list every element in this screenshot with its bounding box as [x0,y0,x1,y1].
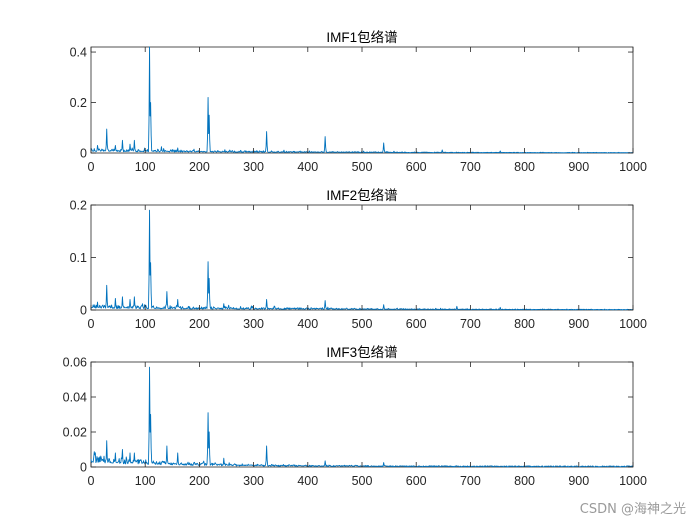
y-tick-label: 0.1 [70,251,87,265]
x-tick-label: 100 [135,160,156,174]
panel-title: IMF3包络谱 [326,345,397,360]
x-tick-label: 100 [135,474,156,488]
x-tick-label: 1000 [619,474,647,488]
x-tick-label: 1000 [619,317,647,331]
x-tick-label: 800 [514,160,535,174]
y-tick-label: 0.04 [63,391,87,405]
y-tick-label: 0.06 [63,356,87,370]
chart-panel-imf2: 0 100 200 300 400 500 600 700 800 900 1000 0 0.1 0.2 I… [70,188,647,331]
x-tick-label: 800 [514,317,535,331]
x-tick-label: 500 [352,474,373,488]
x-tick-label: 0 [88,160,95,174]
x-tick-label: 0 [88,317,95,331]
x-tick-label: 300 [243,317,264,331]
axes-frame [90,204,634,311]
x-tick-label: 500 [352,160,373,174]
x-tick-label: 300 [243,474,264,488]
y-tick-label: 0 [80,304,87,318]
x-tick-label: 0 [88,474,95,488]
y-tick-label: 0 [80,461,87,475]
x-tick-label: 700 [460,160,481,174]
x-tick-label: 900 [568,474,589,488]
x-tick-label: 900 [568,160,589,174]
x-tick-label: 400 [297,160,318,174]
x-tick-label: 700 [460,317,481,331]
axes-frame [90,361,634,468]
x-tick-label: 400 [297,474,318,488]
y-tick-label: 0 [80,147,87,161]
y-tick-label: 0.4 [70,46,87,60]
x-tick-label: 200 [189,160,210,174]
y-tick-label: 0.2 [70,96,87,110]
x-tick-label: 900 [568,317,589,331]
x-tick-label: 100 [135,317,156,331]
x-tick-label: 600 [406,474,427,488]
x-tick-label: 300 [243,160,264,174]
panel-title: IMF2包络谱 [326,188,397,203]
x-tick-label: 400 [297,317,318,331]
y-tick-label: 0.02 [63,426,87,440]
chart-panel-imf3: 0 100 200 300 400 500 600 700 800 900 1000 0 0.02 0.0… [63,345,647,488]
x-tick-label: 200 [189,317,210,331]
x-tick-label: 500 [352,317,373,331]
y-tick-label: 0.2 [70,199,87,213]
x-tick-label: 700 [460,474,481,488]
x-tick-label: 600 [406,317,427,331]
panel-title: IMF1包络谱 [326,30,397,45]
x-tick-label: 1000 [619,160,647,174]
csdn-watermark: CSDN @海神之光 [579,502,686,517]
axes-frame [90,46,634,154]
x-tick-label: 200 [189,474,210,488]
x-tick-label: 600 [406,160,427,174]
chart-panel-imf1: 0 100 200 300 400 500 600 700 800 900 1000 0 0.2 0.4 I… [70,30,647,174]
x-tick-label: 800 [514,474,535,488]
